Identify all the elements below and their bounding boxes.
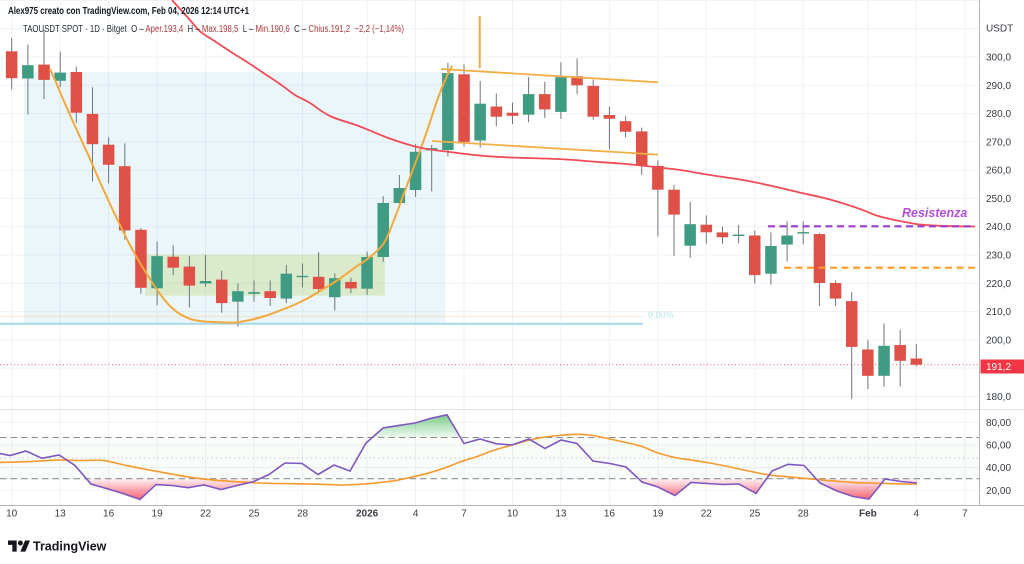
svg-text:2026: 2026 [356,509,379,520]
svg-text:60,00: 60,00 [986,441,1011,452]
svg-text:7: 7 [962,509,968,520]
svg-text:240,0: 240,0 [986,222,1011,233]
svg-text:22: 22 [200,509,212,520]
svg-text:28: 28 [798,509,810,520]
svg-text:250,0: 250,0 [986,194,1011,205]
svg-text:210,0: 210,0 [986,307,1011,318]
svg-text:19: 19 [652,509,664,520]
svg-text:25: 25 [749,509,761,520]
svg-text:4: 4 [914,509,920,520]
svg-text:16: 16 [103,509,115,520]
svg-text:4: 4 [413,509,419,520]
svg-text:230,0: 230,0 [986,251,1011,262]
svg-text:7: 7 [461,509,467,520]
svg-text:0,00%: 0,00% [648,310,674,320]
svg-text:10: 10 [6,509,18,520]
svg-text:25: 25 [248,509,260,520]
svg-text:13: 13 [55,509,67,520]
svg-text:20,00: 20,00 [986,486,1011,497]
svg-text:80,00: 80,00 [986,418,1011,429]
svg-text:280,0: 280,0 [986,109,1011,120]
svg-text:10: 10 [507,509,519,520]
svg-text:180,0: 180,0 [986,392,1011,403]
svg-text:290,0: 290,0 [986,81,1011,92]
svg-text:40,00: 40,00 [986,463,1011,474]
svg-text:19: 19 [152,509,164,520]
svg-text:28: 28 [297,509,309,520]
svg-text:270,0: 270,0 [986,137,1011,148]
svg-text:13: 13 [555,509,567,520]
svg-text:191,2: 191,2 [986,362,1011,373]
svg-text:22: 22 [701,509,713,520]
svg-text:220,0: 220,0 [986,279,1011,290]
svg-text:300,0: 300,0 [986,53,1011,64]
svg-text:Feb: Feb [859,509,877,520]
svg-text:TradingView: TradingView [33,540,107,554]
svg-text:Resistenza: Resistenza [902,206,967,220]
svg-text:16: 16 [604,509,616,520]
svg-text:200,0: 200,0 [986,335,1011,346]
svg-text:TAOUSDT SPOT · 1D · Bitget O: TAOUSDT SPOT · 1D · Bitget O – Aper.193,… [23,24,404,35]
svg-text:USDT: USDT [986,24,1013,35]
svg-text:260,0: 260,0 [986,166,1011,177]
svg-text:Alex975 creato con TradingView: Alex975 creato con TradingView.com, Feb … [8,6,249,17]
